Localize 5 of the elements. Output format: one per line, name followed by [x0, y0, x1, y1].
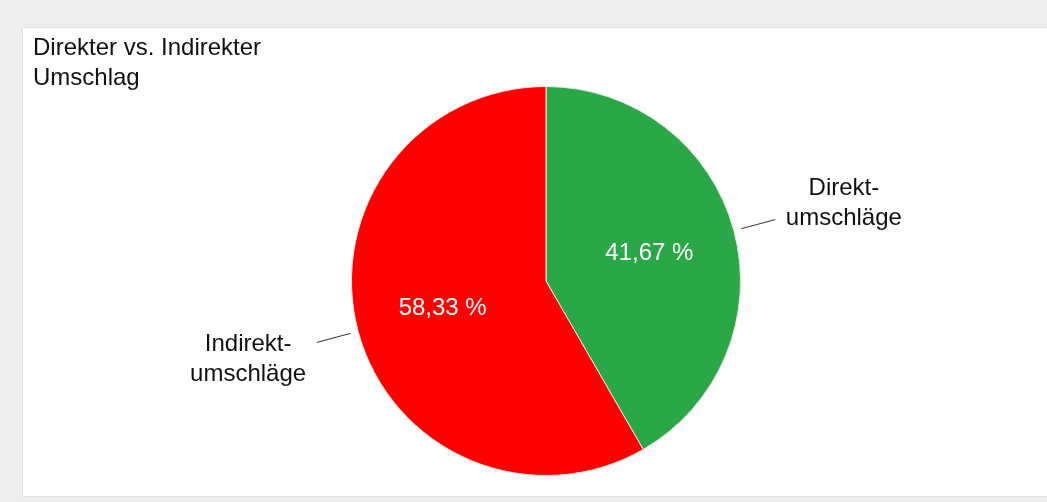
- chart-title: Direkter vs. Indirekter Umschlag: [33, 32, 263, 92]
- data-label: 41,67 %: [605, 237, 694, 265]
- slice-label: Indirekt-umschläge: [190, 328, 307, 386]
- data-label: 58,33 %: [398, 293, 487, 321]
- slice-label: Direkt-umschläge: [785, 172, 902, 230]
